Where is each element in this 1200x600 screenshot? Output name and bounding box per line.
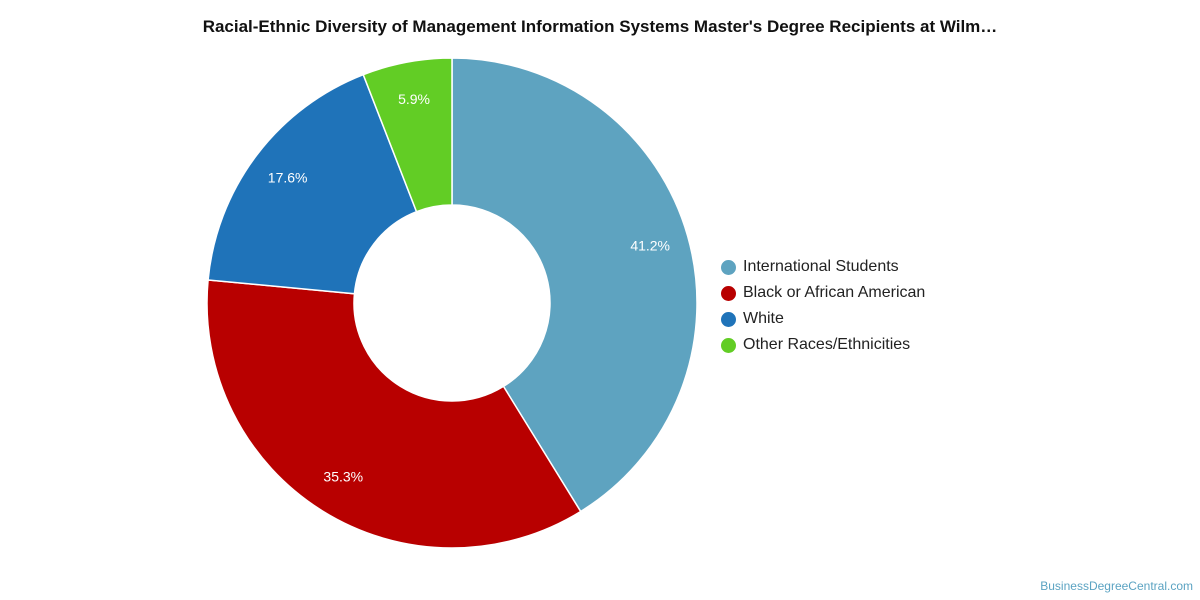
chart-legend: International Students Black or African … <box>721 254 925 358</box>
slice-label-other-races-ethnicities: 5.9% <box>398 91 430 107</box>
source-credit-link[interactable]: BusinessDegreeCentral.com <box>1040 579 1193 593</box>
legend-swatch-white <box>721 311 736 327</box>
legend-item-international-students[interactable]: International Students <box>721 254 925 280</box>
legend-label-other-races-ethnicities: Other Races/Ethnicities <box>743 336 911 353</box>
legend-label-white: White <box>743 310 784 327</box>
legend-label-black-or-african-american: Black or African American <box>743 284 926 301</box>
chart-title: Racial-Ethnic Diversity of Management In… <box>202 17 998 36</box>
slice-value-labels: 41.2% 35.3% 17.6% 5.9% <box>268 91 670 484</box>
slice-label-international-students: 41.2% <box>630 237 670 253</box>
slice-white[interactable] <box>207 73 418 295</box>
slice-other-races-ethnicities[interactable] <box>362 57 453 213</box>
legend-item-black-or-african-american[interactable]: Black or African American <box>721 280 925 306</box>
legend-swatch-other-races-ethnicities <box>721 337 736 353</box>
legend-item-other-races-ethnicities[interactable]: Other Races/Ethnicities <box>721 332 925 358</box>
slice-black-or-african-american[interactable] <box>206 279 582 549</box>
slice-international-students[interactable] <box>451 57 698 513</box>
legend-item-white[interactable]: White <box>721 306 925 332</box>
slice-label-black-or-african-american: 35.3% <box>323 469 363 485</box>
legend-label-international-students: International Students <box>743 258 899 275</box>
legend-swatch-international-students <box>721 259 736 275</box>
slice-label-white: 17.6% <box>268 169 308 185</box>
donut-slices <box>206 57 698 549</box>
legend-swatch-black-or-african-american <box>721 285 736 301</box>
